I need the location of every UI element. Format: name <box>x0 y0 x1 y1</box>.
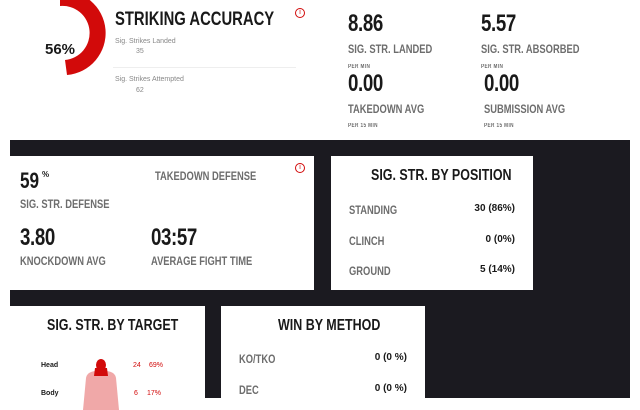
defense-label: SIG. STR. DEFENSE <box>20 197 110 211</box>
stat-sub: PER 15 MIN <box>484 123 514 129</box>
defense-card: 59 % SIG. STR. DEFENSE TAKEDOWN DEFENSE … <box>10 156 314 290</box>
stat-label: SUBMISSION AVG <box>484 102 566 116</box>
stat-value: 5.57 <box>481 10 516 37</box>
stat-sub: PER 15 MIN <box>348 123 378 129</box>
takedown-defense-label: TAKEDOWN DEFENSE <box>155 169 257 183</box>
fight-time-label: AVERAGE FIGHT TIME <box>151 254 253 268</box>
stat-value: 8.86 <box>348 10 383 37</box>
target-count-head: 24 <box>133 362 141 369</box>
stat-sub: PER MIN <box>481 64 504 70</box>
info-icon[interactable]: i <box>295 8 305 18</box>
target-card: SIG. STR. BY TARGET Head 24 69% Body 6 1… <box>10 306 205 410</box>
accuracy-donut <box>60 0 106 75</box>
position-row: CLINCH 0 (0%) <box>349 234 515 248</box>
target-title: SIG. STR. BY TARGET <box>47 317 179 334</box>
landed-label: Sig. Strikes Landed <box>115 38 176 45</box>
striking-accuracy-title: STRIKING ACCURACY <box>115 9 275 30</box>
win-method-row: KO/TKO 0 (0 %) <box>239 352 407 366</box>
knockdown-value: 3.80 <box>20 224 55 251</box>
info-icon[interactable]: i <box>295 163 305 173</box>
target-count-body: 6 <box>134 390 138 397</box>
stat-sub: PER MIN <box>348 64 371 70</box>
win-method-row: DEC 0 (0 %) <box>239 383 407 397</box>
target-percent-body: 17% <box>147 390 162 397</box>
attempted-value: 62 <box>136 87 144 94</box>
stat-value: 0.00 <box>348 70 383 97</box>
accuracy-percent: 56% <box>45 41 76 58</box>
stat-label: TAKEDOWN AVG <box>348 102 425 116</box>
stat-value: 0.00 <box>484 70 519 97</box>
divider <box>113 67 296 68</box>
position-row: GROUND 5 (14%) <box>349 264 515 278</box>
stat-label: SIG. STR. ABSORBED <box>481 42 580 56</box>
defense-value: 59 <box>20 168 40 193</box>
rates-card: 8.86 SIG. STR. LANDED PER MIN 5.57 SIG. … <box>330 0 630 140</box>
target-label-body: Body <box>41 390 59 397</box>
position-row: STANDING 30 (86%) <box>349 203 515 217</box>
fight-time-value: 03:57 <box>151 224 197 251</box>
target-percent-head: 69% <box>149 362 164 369</box>
defense-unit: % <box>42 170 50 179</box>
attempted-label: Sig. Strikes Attempted <box>115 76 184 83</box>
body-silhouette-icon <box>83 359 119 410</box>
stat-label: SIG. STR. LANDED <box>348 42 433 56</box>
position-card: SIG. STR. BY POSITION STANDING 30 (86%) C… <box>331 156 533 290</box>
landed-value: 35 <box>136 48 144 55</box>
position-title: SIG. STR. BY POSITION <box>371 167 512 184</box>
win-method-title: WIN BY METHOD <box>278 317 381 334</box>
win-method-card: WIN BY METHOD KO/TKO 0 (0 %) DEC 0 (0 %) <box>221 306 425 409</box>
knockdown-label: KNOCKDOWN AVG <box>20 254 106 268</box>
target-label-head: Head <box>41 362 59 369</box>
striking-accuracy-card: 56% STRIKING ACCURACY Sig. Strikes Lande… <box>0 0 315 140</box>
